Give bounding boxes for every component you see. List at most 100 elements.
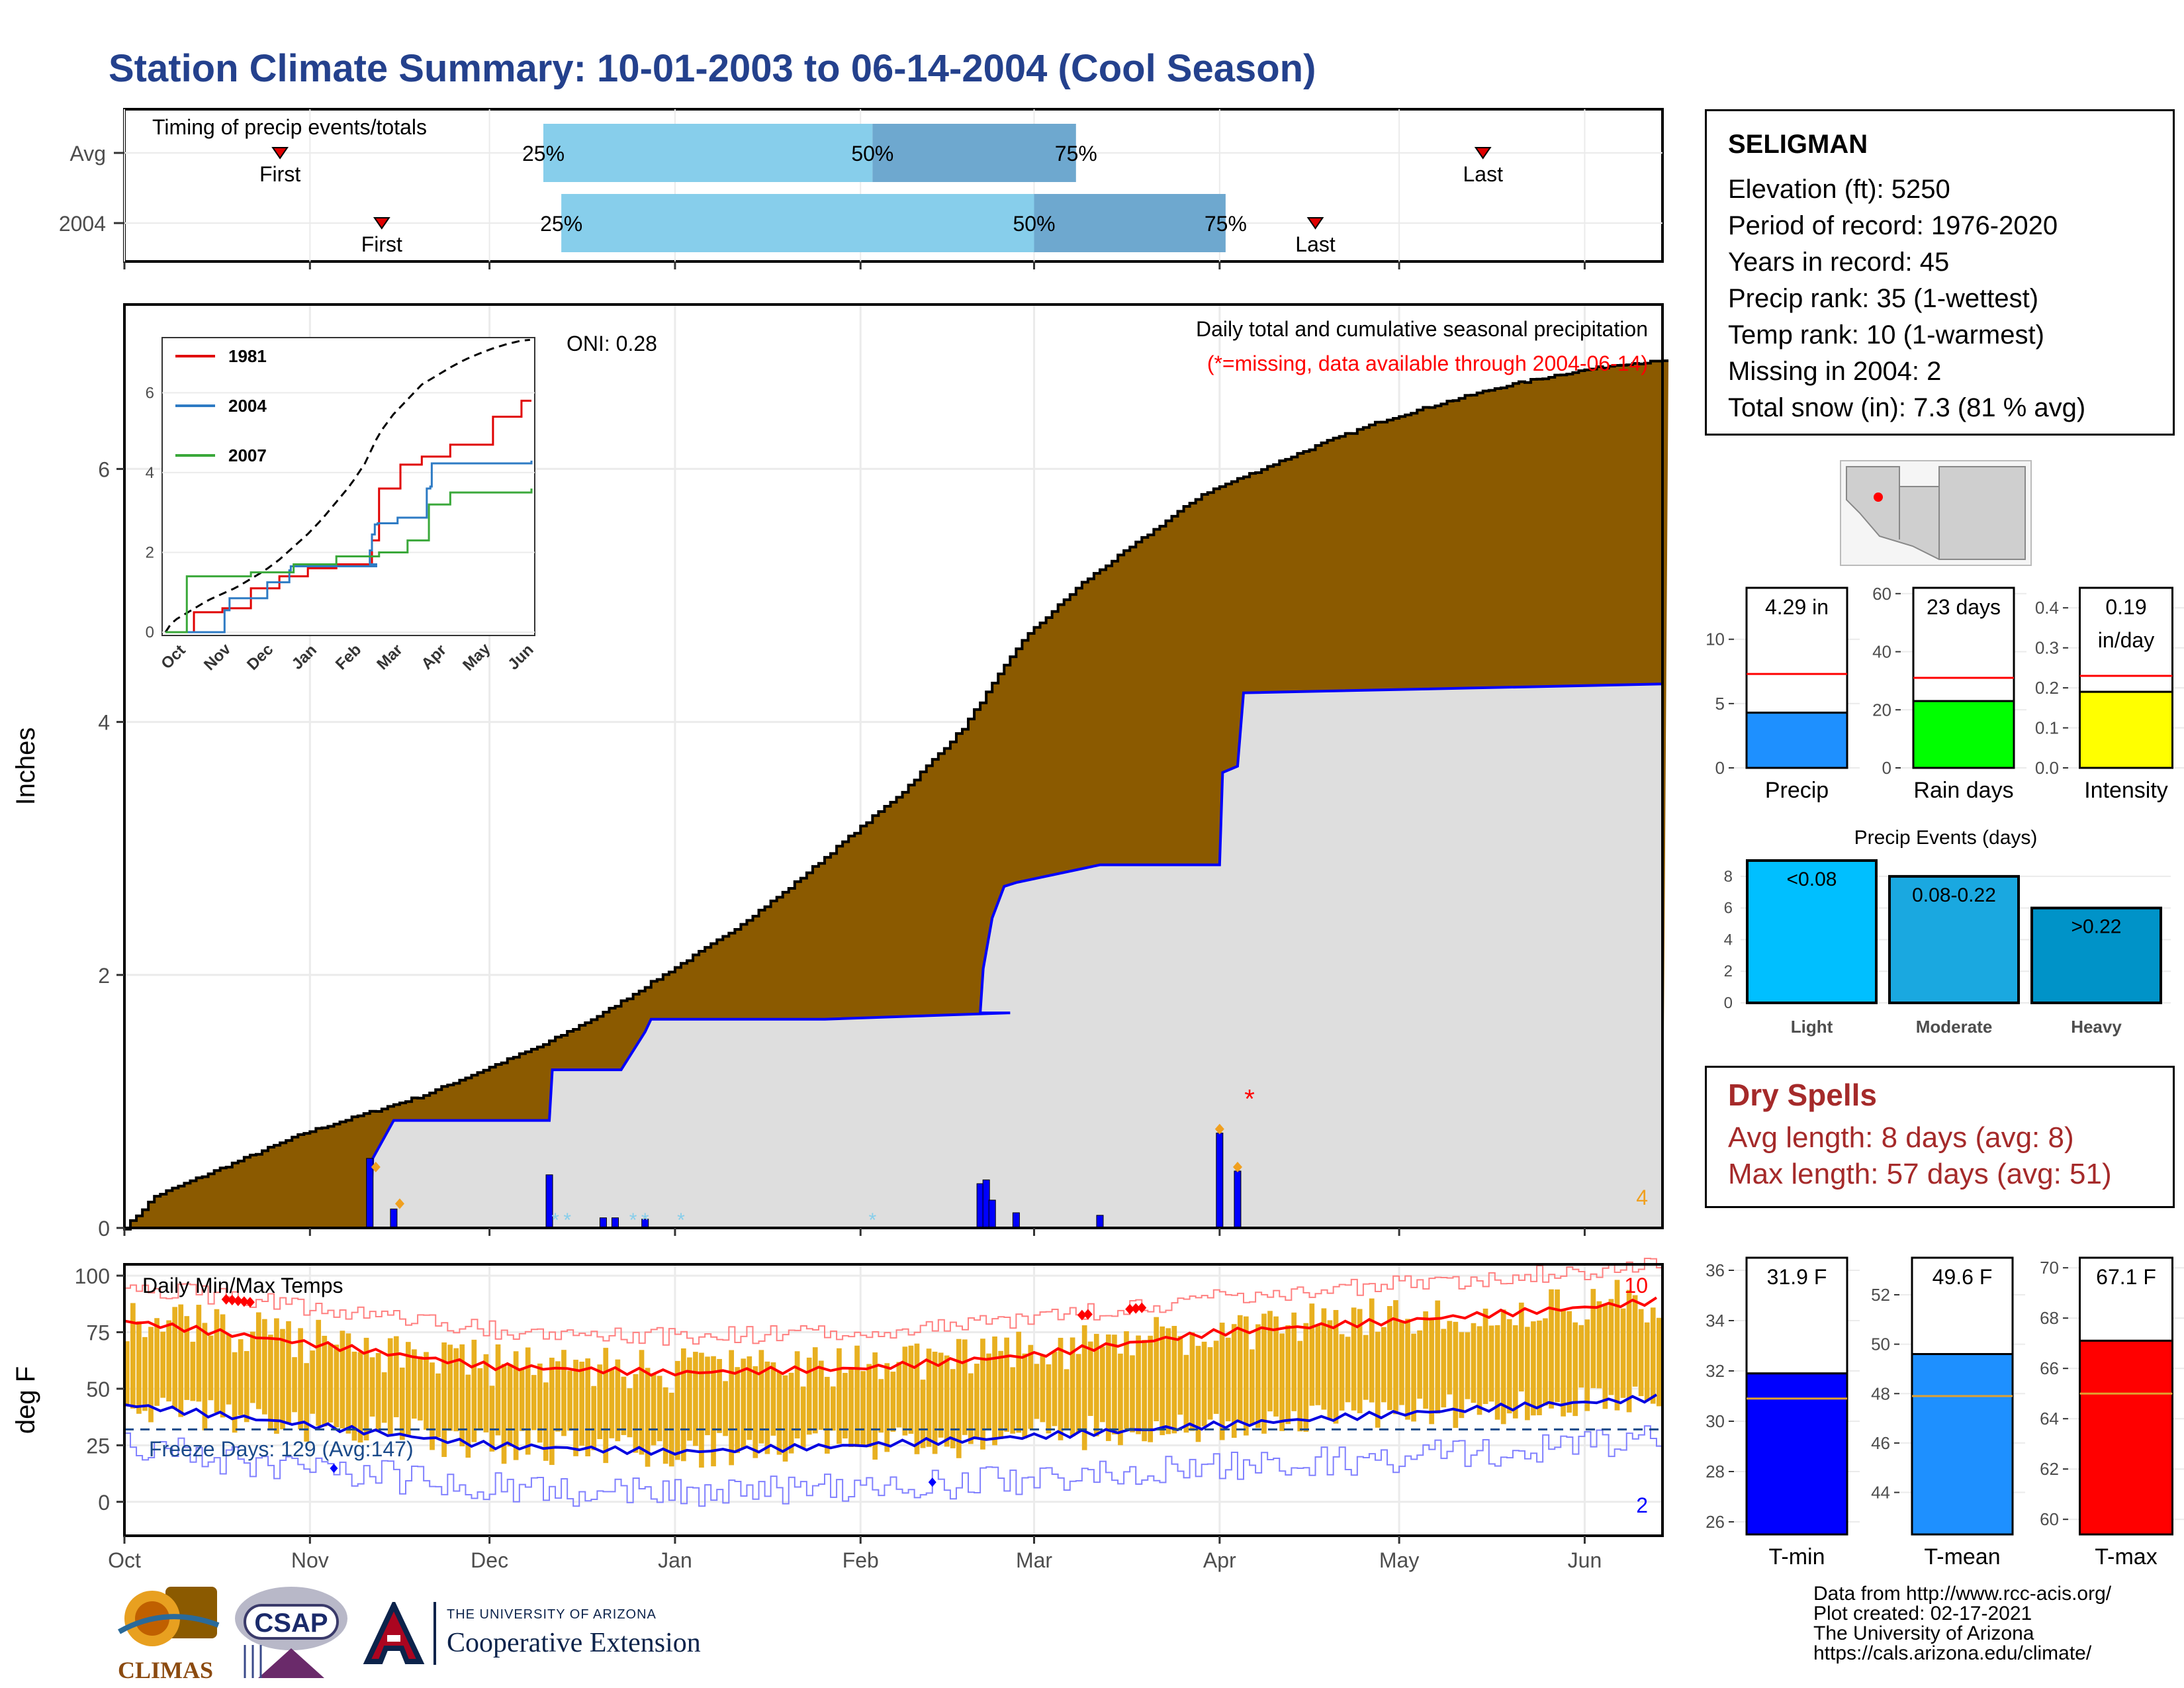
daily-temp-bar xyxy=(483,1354,489,1432)
daily-temp-bar xyxy=(1273,1316,1279,1417)
cumulative-y-tick-label: 2 xyxy=(98,964,110,988)
t-max-category-label: T-max xyxy=(2095,1544,2157,1570)
t-min-y-tick-label: 34 xyxy=(1706,1311,1725,1331)
daily-temp-bar xyxy=(1195,1346,1201,1442)
t-max-y-tick-label: 68 xyxy=(2040,1308,2059,1328)
record-high-count: 10 xyxy=(1624,1274,1648,1297)
t-min-y-tick-label: 28 xyxy=(1706,1462,1725,1481)
daily-temp-bar xyxy=(345,1333,351,1434)
daily-temp-bar xyxy=(609,1368,615,1438)
daily-temp-bar xyxy=(1075,1354,1081,1432)
record-low-count: 2 xyxy=(1636,1493,1648,1517)
daily-temp-bar xyxy=(1590,1289,1596,1388)
daily-temp-bar xyxy=(579,1362,584,1446)
daily-temp-bar xyxy=(1285,1325,1291,1425)
daily-temp-bar xyxy=(992,1336,997,1446)
precip-value-label: 4.29 in xyxy=(1765,595,1829,619)
daily-temp-bar xyxy=(920,1380,926,1448)
daily-temp-bar xyxy=(597,1364,603,1440)
daily-temp-bar xyxy=(717,1358,722,1433)
t-mean-y-tick-label: 46 xyxy=(1871,1433,1890,1453)
daily-temp-bar xyxy=(274,1318,279,1434)
daily-temp-bar xyxy=(286,1321,291,1423)
daily-temp-bar xyxy=(1321,1308,1327,1410)
temperature-x-tick-label: May xyxy=(1379,1548,1419,1572)
t-max-value-label: 67.1 F xyxy=(2096,1265,2156,1289)
daily-temp-bar xyxy=(645,1368,651,1467)
climas-logo: CLIMAS xyxy=(106,1585,225,1683)
precip-bar-headroom xyxy=(1745,586,1848,714)
daily-temp-bar xyxy=(770,1362,776,1436)
daily-temp-bar xyxy=(747,1356,752,1440)
precip-bar xyxy=(1745,712,1848,769)
daily-precip-bar xyxy=(366,1158,374,1229)
daily-temp-bar xyxy=(543,1382,549,1461)
inset-line-green xyxy=(165,489,533,633)
rain-days-bar xyxy=(1912,700,2015,769)
daily-temp-bar xyxy=(154,1318,159,1406)
inset-y-label: 2 xyxy=(146,543,154,561)
daily-precip-bar xyxy=(599,1217,607,1229)
daily-temp-bar xyxy=(674,1360,680,1460)
daily-precip-bar xyxy=(988,1199,996,1229)
daily-temp-bar xyxy=(393,1336,399,1417)
daily-temp-bar xyxy=(788,1372,794,1454)
daily-temp-bar xyxy=(782,1375,788,1462)
events-bar-label: 0.08-0.22 xyxy=(1912,884,1996,906)
daily-temp-bar xyxy=(758,1350,764,1444)
daily-temp-bar xyxy=(639,1350,645,1455)
events-bar-label: >0.22 xyxy=(2071,916,2122,938)
daily-temp-bar xyxy=(1572,1322,1578,1417)
t-max-bar xyxy=(2079,1339,2173,1536)
station-missing: Missing in 2004: 2 xyxy=(1728,357,1942,386)
daily-temp-bar xyxy=(837,1348,842,1444)
t-mean-category-label: T-mean xyxy=(1924,1544,2000,1570)
timing-chart: 25% 50% 75% First Last Avg 25% 50% 75% First Last 2… xyxy=(59,108,1664,269)
daily-precip-bar xyxy=(1012,1212,1020,1229)
daily-temp-bar xyxy=(489,1385,495,1452)
timing-row-label: Avg xyxy=(69,142,106,165)
daily-temp-bar xyxy=(1046,1364,1052,1434)
rain-days-y-tick-label: 0 xyxy=(1882,758,1891,778)
daily-temp-bar xyxy=(1417,1330,1422,1399)
record-high-marker xyxy=(1131,1303,1141,1314)
daily-temp-bar xyxy=(1291,1312,1297,1411)
daily-temp-bar xyxy=(914,1343,920,1454)
daily-temp-bar xyxy=(561,1350,567,1436)
daily-temp-bar xyxy=(549,1358,555,1466)
daily-temp-bar xyxy=(214,1309,220,1413)
inset-y-label: 0 xyxy=(146,624,154,641)
daily-precip-bar xyxy=(976,1183,984,1229)
cumulative-title: Daily total and cumulative seasonal prec… xyxy=(1196,317,1648,341)
temperature-title: Daily Min/Max Temps xyxy=(142,1274,343,1297)
daily-precip-bar xyxy=(612,1217,619,1229)
locator-map xyxy=(1840,460,2032,566)
daily-temp-bar xyxy=(1435,1300,1441,1414)
timing-quartile-label: 75% xyxy=(1205,212,1247,236)
daily-temp-bar xyxy=(1555,1289,1560,1403)
csap-logo-text: CSAP xyxy=(254,1609,328,1638)
daily-temp-bar xyxy=(1160,1326,1165,1436)
events-category-label: Heavy xyxy=(2071,1017,2122,1037)
temperature-x-tick-label: Jan xyxy=(658,1548,692,1572)
daily-temp-bar xyxy=(591,1385,597,1450)
daily-temp-bar xyxy=(1087,1341,1093,1417)
daily-temp-bar xyxy=(854,1345,860,1447)
daily-temp-bar xyxy=(250,1331,255,1403)
daily-temp-bar xyxy=(1614,1280,1620,1411)
t-mean-y-tick-label: 48 xyxy=(1871,1383,1890,1403)
intensity-y-tick-label: 0.2 xyxy=(2035,678,2059,698)
daily-temp-bar xyxy=(657,1376,662,1442)
snow-marker: * xyxy=(563,1209,571,1231)
daily-temp-bar xyxy=(316,1319,322,1426)
record-high-marker xyxy=(1077,1309,1087,1321)
daily-temp-bar xyxy=(310,1350,316,1414)
daily-temp-bar xyxy=(1052,1351,1058,1427)
temperature-y-axis-label: deg F xyxy=(11,1366,40,1434)
cumulative-y-tick-label: 6 xyxy=(98,457,110,481)
daily-temp-bar xyxy=(831,1386,836,1431)
timing-marker-label: Last xyxy=(1463,162,1503,186)
daily-temp-bar xyxy=(1303,1323,1309,1432)
daily-temp-bar xyxy=(261,1319,267,1415)
